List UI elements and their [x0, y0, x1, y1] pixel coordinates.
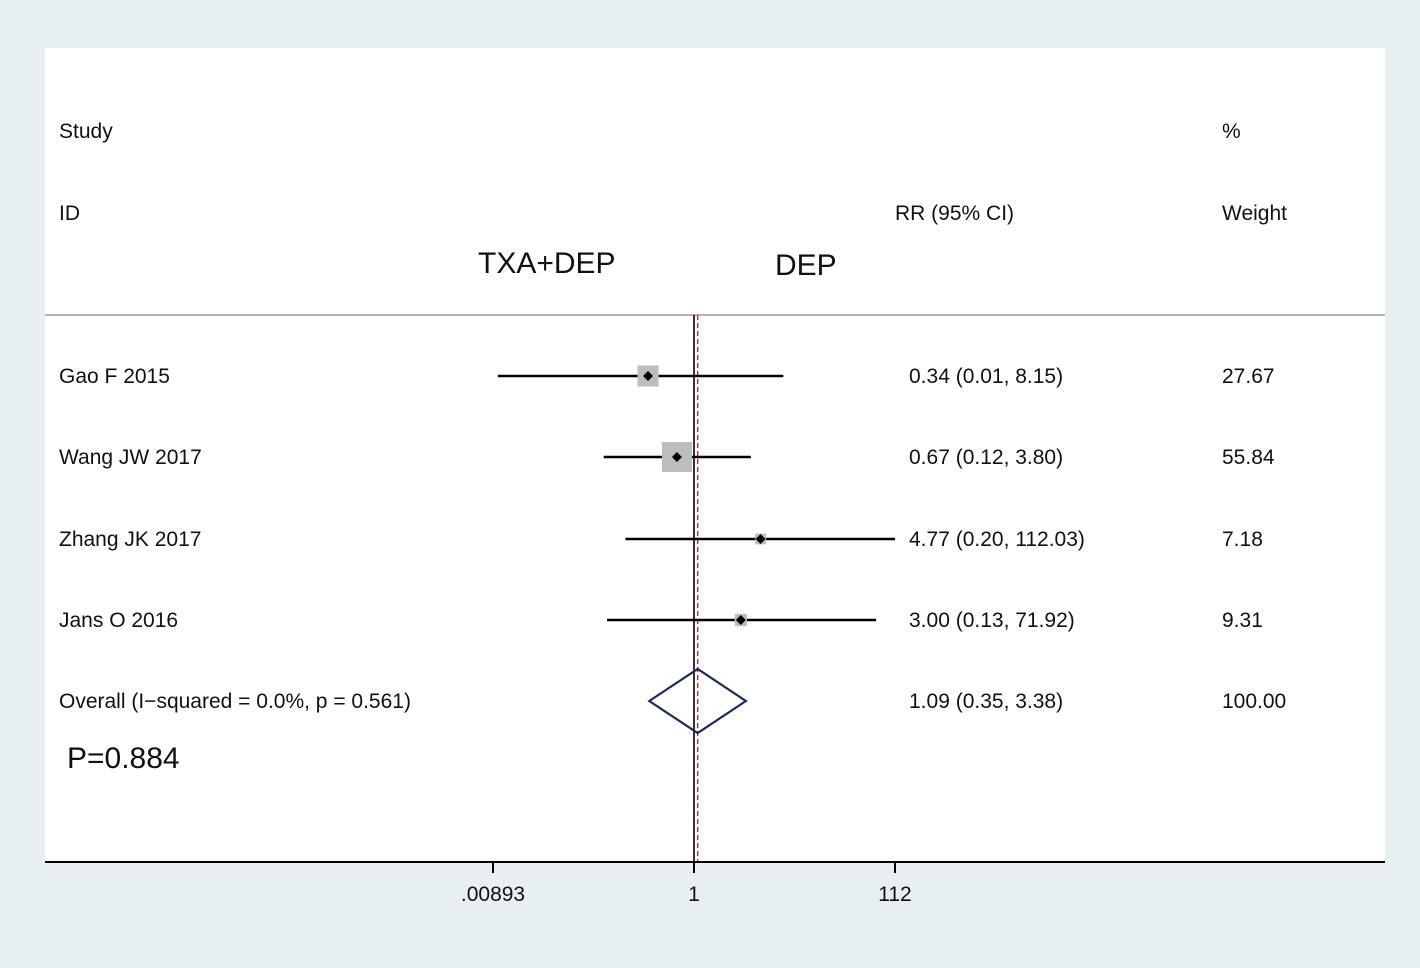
- study-point-estimate: [643, 371, 654, 381]
- study-label: Gao F 2015: [59, 365, 170, 388]
- study-ci-text: 0.34 (0.01, 8.15): [909, 365, 1064, 388]
- study-point-estimate: [671, 452, 682, 462]
- study-weight-text: 55.84: [1222, 446, 1275, 469]
- study-ci-text: 3.00 (0.13, 71.92): [909, 609, 1075, 632]
- x-tick-label: .00893: [460, 883, 526, 906]
- overall-label: Overall (I−squared = 0.0%, p = 0.561): [59, 690, 411, 713]
- study-weight-text: 27.67: [1222, 365, 1275, 388]
- x-tick-label: 112: [878, 883, 912, 906]
- p-value-annotation: P=0.884: [67, 742, 180, 775]
- group-label-left: TXA+DEP: [478, 247, 616, 280]
- study-weight-text: 7.18: [1222, 528, 1263, 551]
- study-label: Zhang JK 2017: [59, 528, 202, 551]
- overall-ci-text: 1.09 (0.35, 3.38): [909, 690, 1064, 713]
- x-tick-label: 1: [688, 883, 700, 906]
- weight-header-line2: Weight: [1222, 202, 1287, 225]
- weight-header-line1: %: [1222, 120, 1241, 143]
- study-ci-text: 4.77 (0.20, 112.03): [909, 528, 1085, 551]
- plot-panel: Study ID RR (95% CI) % Weight TXA+DEP DE…: [45, 48, 1385, 873]
- overall-weight-text: 100.00: [1222, 690, 1287, 713]
- study-label: Jans O 2016: [59, 609, 179, 632]
- study-weight-text: 9.31: [1222, 609, 1263, 632]
- study-label: Wang JW 2017: [59, 446, 202, 469]
- group-label-right: DEP: [775, 249, 837, 282]
- study-point-estimate: [735, 615, 746, 625]
- forest-plot: [45, 314, 1385, 873]
- study-header-line2: ID: [59, 202, 80, 225]
- overall-diamond: [647, 667, 748, 735]
- study-point-estimate: [755, 534, 766, 544]
- study-ci-text: 0.67 (0.12, 3.80): [909, 446, 1064, 469]
- ci-header: RR (95% CI): [895, 202, 1015, 225]
- study-header-line1: Study: [59, 120, 113, 143]
